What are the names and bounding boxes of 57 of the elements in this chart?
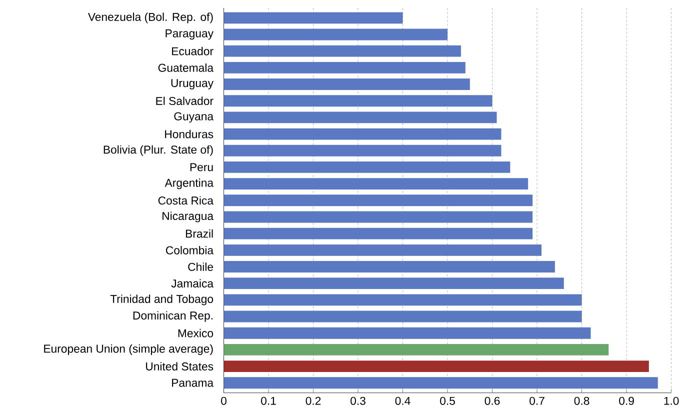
y-tick-label: Paraguay: [166, 30, 214, 40]
y-tick-label: Bolivia (Plur. State of): [104, 145, 213, 156]
bar: [224, 145, 502, 156]
y-tick-label: Jamaica: [171, 279, 214, 288]
x-tick-label: 0.7: [530, 396, 544, 406]
bar: [224, 112, 497, 124]
x-tick-label: 0.9: [619, 396, 634, 406]
y-tick-label: Uruguay: [171, 79, 214, 90]
y-tick-label: Dominican Rep.: [133, 311, 212, 322]
bar: [224, 278, 564, 290]
bar: [224, 194, 533, 206]
bar: [224, 28, 448, 40]
bar: [224, 128, 502, 140]
y-tick-label: Costa Rica: [158, 196, 214, 205]
x-tick-label: 0: [221, 396, 226, 406]
y-tick-label: United States: [146, 362, 214, 371]
x-tick-label: 0.2: [306, 396, 321, 406]
bar: [224, 377, 658, 389]
y-tick-label: Guatemala: [158, 64, 214, 72]
bar: [224, 162, 510, 174]
y-tick-label: Colombia: [166, 246, 214, 254]
bar: [224, 344, 609, 356]
x-tick-label: 0.4: [395, 396, 410, 406]
y-tick-label: Honduras: [165, 130, 214, 138]
bar: [224, 12, 403, 24]
bar: [224, 328, 591, 339]
y-tick-label: Argentina: [164, 178, 214, 190]
y-tick-label: Guyana: [174, 112, 214, 123]
x-tick-label: 0.3: [350, 396, 366, 406]
bar: [224, 294, 582, 306]
y-tick-label: Trinidad and Tobago: [110, 294, 214, 306]
x-tick-label: 0.1: [261, 396, 276, 406]
y-tick-label: Venezuela (Bol. Rep. of): [88, 12, 213, 24]
bar: [224, 228, 533, 240]
bar: [224, 211, 533, 223]
bar: [224, 360, 649, 372]
y-tick-label: Mexico: [178, 329, 214, 338]
x-tick-label: 1.0: [664, 396, 679, 406]
y-tick-label: El Salvador: [156, 96, 214, 106]
bar: [224, 95, 492, 107]
y-tick-label: European Union (simple average): [44, 344, 213, 356]
bar: [224, 310, 582, 322]
bar: [224, 178, 528, 190]
bar: [224, 261, 555, 273]
x-tick-label: 0.5: [440, 396, 455, 406]
y-tick-label: Peru: [190, 163, 213, 172]
y-tick-label: Nicaragua: [162, 212, 214, 222]
bar: [224, 46, 461, 57]
y-tick-label: Chile: [188, 262, 214, 272]
x-tick-label: 0.8: [574, 396, 590, 406]
bar: [224, 78, 470, 90]
y-tick-label: Ecuador: [172, 47, 214, 56]
y-tick-label: Panama: [172, 379, 214, 387]
bar: [224, 62, 466, 74]
bar: [224, 244, 542, 256]
x-tick-label: 0.6: [484, 396, 500, 406]
y-tick-label: Brazil: [186, 230, 213, 238]
